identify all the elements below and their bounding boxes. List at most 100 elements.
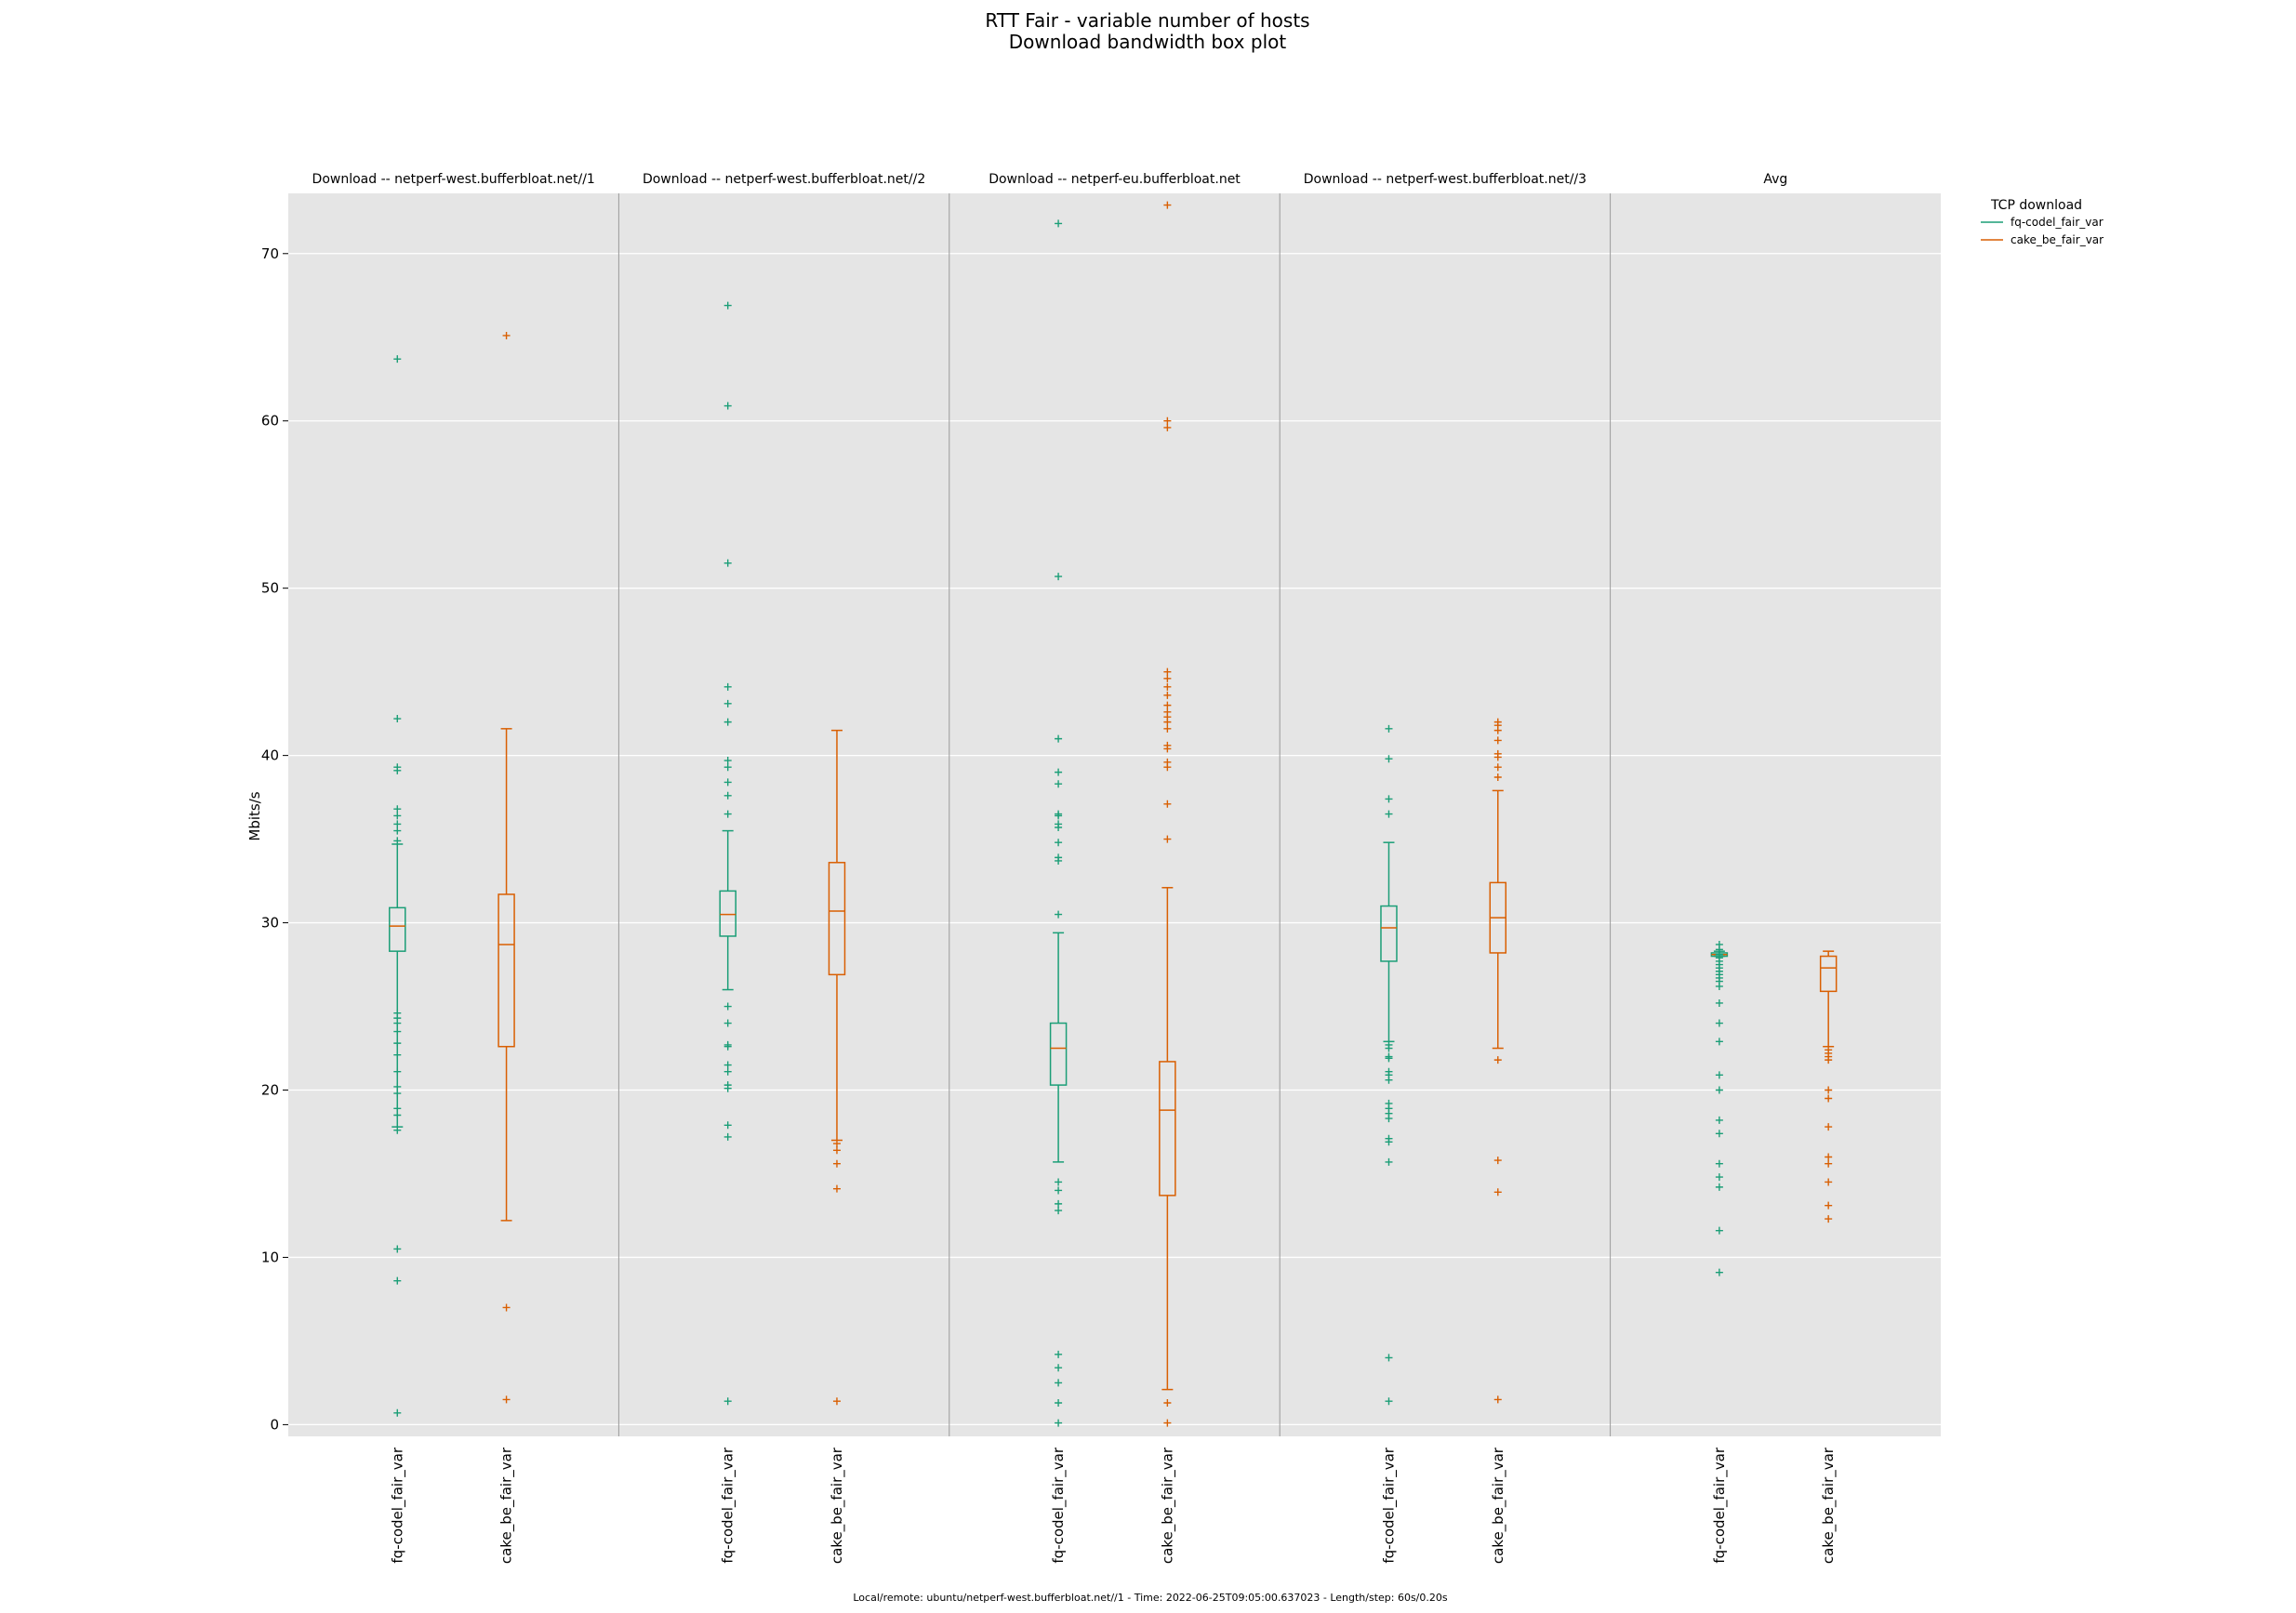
outlier-point <box>1385 810 1393 818</box>
outlier-point <box>393 766 402 774</box>
y-tick-label-20: 20 <box>261 1082 279 1099</box>
outlier-point <box>502 1303 511 1312</box>
y-tick-label-70: 70 <box>261 245 279 262</box>
outlier-point <box>1385 1138 1393 1146</box>
outlier-point <box>1163 724 1172 733</box>
outlier-point <box>393 837 402 845</box>
outlier-point <box>1055 812 1063 820</box>
outlier-point <box>393 1051 402 1059</box>
outlier-point <box>1385 1397 1393 1406</box>
outlier-point <box>1385 1157 1393 1166</box>
box-iqr <box>389 906 406 952</box>
x-category-label-1-1: cake_be_fair_var <box>829 1447 846 1564</box>
outlier-point <box>393 1067 402 1076</box>
legend: TCP download fq-codel_fair_var cake_be_f… <box>1981 198 2104 246</box>
y-axis-ticks: 0 10 20 30 40 50 60 70 <box>261 245 288 1433</box>
outlier-point <box>393 812 402 820</box>
outlier-point <box>1493 773 1502 782</box>
outlier-point <box>1493 1395 1502 1404</box>
outlier-point <box>1825 1178 1833 1186</box>
box-iqr <box>1380 905 1398 962</box>
outlier-point <box>1715 1226 1723 1235</box>
outlier-point <box>393 1111 402 1119</box>
x-category-label-4-1: cake_be_fair_var <box>1820 1447 1838 1564</box>
outlier-point <box>723 1061 732 1069</box>
outlier-point <box>1715 1268 1723 1276</box>
outlier-point <box>1163 745 1172 753</box>
outlier-point <box>1385 1354 1393 1362</box>
y-tick-label-60: 60 <box>261 413 279 430</box>
outlier-point <box>723 682 732 691</box>
outlier-point <box>723 718 732 726</box>
outlier-point <box>393 1245 402 1253</box>
outlier-point <box>1825 1201 1833 1210</box>
box-0-fq-codel_fair_var <box>389 355 406 1417</box>
outlier-point <box>393 820 402 828</box>
outlier-point <box>1385 724 1393 733</box>
outlier-point <box>393 715 402 723</box>
outlier-point <box>1055 1379 1063 1387</box>
outlier-point <box>1163 718 1172 726</box>
outlier-point <box>1825 1215 1833 1223</box>
outlier-point <box>1055 823 1063 831</box>
panel-titles: Download -- netperf-west.bufferbloat.net… <box>312 172 1788 187</box>
outlier-point <box>723 301 732 310</box>
box-4-fq-codel_fair_var <box>1710 940 1729 1276</box>
box-4-cake_be_fair_var <box>1819 950 1838 1223</box>
legend-entry-fq-codel: fq-codel_fair_var <box>2011 216 2104 229</box>
outlier-point <box>1163 800 1172 808</box>
outlier-point <box>1715 1038 1723 1046</box>
outlier-point <box>1715 1173 1723 1182</box>
box-3-fq-codel_fair_var <box>1380 724 1398 1406</box>
outlier-point <box>1055 780 1063 788</box>
outlier-point <box>393 826 402 835</box>
outlier-point <box>1493 736 1502 745</box>
outlier-point <box>1055 1364 1063 1372</box>
box-2-cake_be_fair_var <box>1159 201 1176 1427</box>
box-iqr <box>719 890 737 937</box>
outlier-point <box>1825 1094 1833 1103</box>
panel-separators <box>617 193 1612 1436</box>
outlier-point <box>502 1395 511 1404</box>
outlier-point <box>723 559 732 567</box>
outlier-point <box>723 1084 732 1092</box>
outlier-point <box>1055 1419 1063 1427</box>
outlier-point <box>1163 1399 1172 1408</box>
y-tick-label-30: 30 <box>261 915 279 932</box>
outlier-point <box>1715 1071 1723 1079</box>
outlier-point <box>393 1027 402 1036</box>
outlier-point <box>832 1146 841 1155</box>
x-category-label-3-0: fq-codel_fair_var <box>1380 1447 1398 1563</box>
outlier-point <box>1055 734 1063 743</box>
outlier-point <box>1163 201 1172 209</box>
outlier-point <box>1055 856 1063 865</box>
outlier-point <box>393 1019 402 1027</box>
outlier-point <box>1163 701 1172 709</box>
outlier-point <box>1715 982 1723 990</box>
outlier-point <box>393 805 402 813</box>
outlier-point <box>1825 1086 1833 1094</box>
outlier-point <box>502 331 511 339</box>
outlier-point <box>393 1126 402 1134</box>
x-category-label-4-0: fq-codel_fair_var <box>1711 1447 1729 1563</box>
outlier-point <box>1055 573 1063 581</box>
panel-title-3: Download -- netperf-west.bufferbloat.net… <box>1304 172 1586 187</box>
box-iqr <box>1159 1061 1176 1197</box>
outlier-point <box>832 1159 841 1168</box>
y-tick-label-0: 0 <box>270 1416 279 1433</box>
outlier-point <box>1163 763 1172 772</box>
outlier-point <box>723 810 732 818</box>
outlier-point <box>1493 1188 1502 1197</box>
outlier-point <box>723 1067 732 1076</box>
outlier-point <box>1055 1399 1063 1408</box>
outlier-point <box>832 1140 841 1148</box>
outlier-point <box>1163 674 1172 682</box>
outlier-point <box>1715 1086 1723 1094</box>
outlier-point <box>832 1184 841 1193</box>
outlier-point <box>393 355 402 364</box>
outlier-point <box>723 763 732 772</box>
outlier-point <box>1055 219 1063 228</box>
outlier-point <box>1825 1153 1833 1161</box>
outlier-point <box>1055 1199 1063 1208</box>
outlier-point <box>1163 691 1172 699</box>
